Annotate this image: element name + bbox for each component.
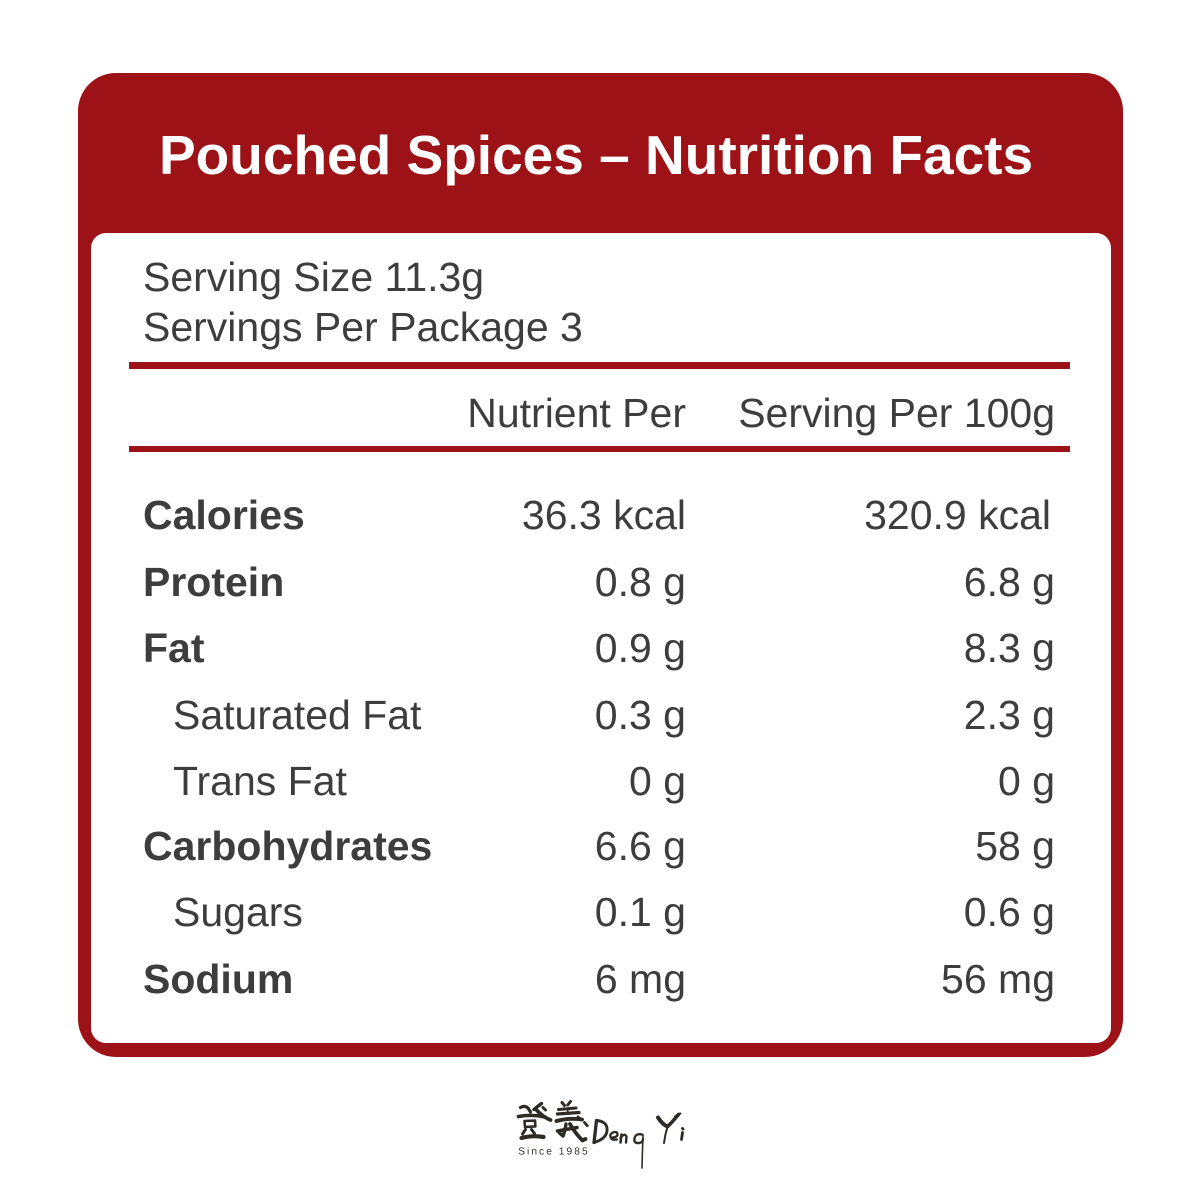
svg-text:Since 1985: Since 1985 bbox=[518, 1147, 589, 1158]
